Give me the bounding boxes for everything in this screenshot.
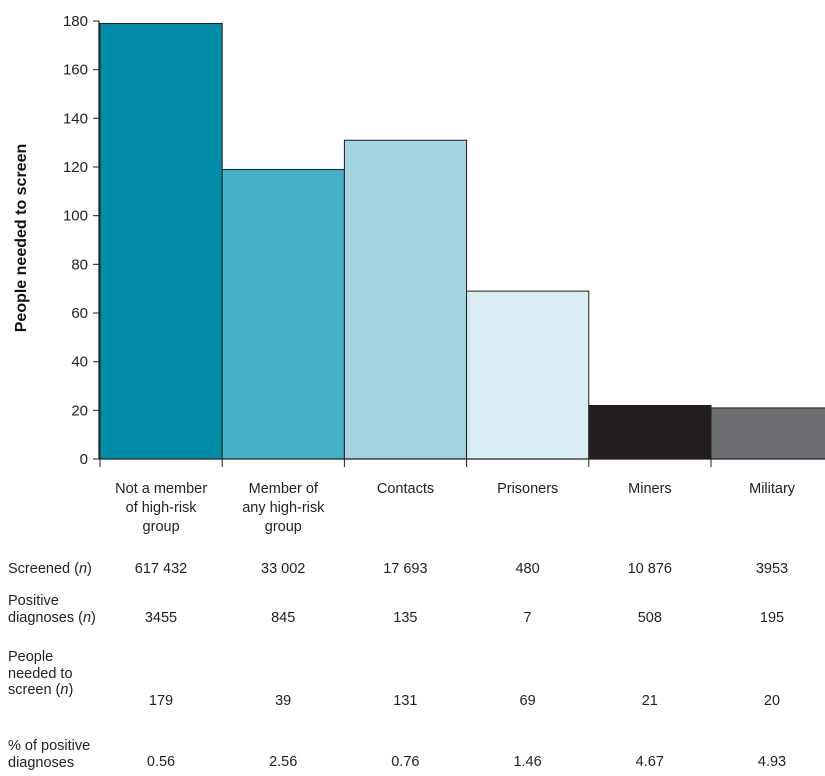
x-category-label-line: Prisoners — [497, 481, 558, 497]
row-label-italic: n — [82, 609, 92, 626]
y-tick-label: 160 — [63, 62, 88, 79]
table-cell: 39 — [275, 693, 292, 709]
x-category-label-line: Miners — [628, 481, 672, 497]
table-cell: 1.46 — [513, 754, 542, 770]
x-category-label: Miners — [628, 481, 672, 497]
table-cell: 69 — [519, 693, 536, 709]
row-label-italic: n — [60, 682, 69, 698]
y-tick-label: 140 — [63, 110, 88, 127]
x-axis: Not a member of high-risk group Member of an… — [99, 458, 825, 535]
row-label-text: screen ( — [8, 682, 61, 698]
x-category-label-line: group — [143, 519, 180, 535]
table-cell: 4.67 — [635, 754, 664, 770]
y-axis: 0 20 40 60 80 100 120 140 160 180 — [63, 13, 100, 468]
y-tick-label: 180 — [63, 13, 88, 30]
y-tick-label: 120 — [63, 159, 88, 176]
bar-chart: People needed to screen 0 20 40 60 80 100 120 1… — [13, 13, 825, 535]
y-tick-label: 0 — [80, 451, 88, 468]
table-cell: 33 002 — [261, 561, 306, 577]
row-label-text: needed to — [8, 665, 73, 682]
table-cell: 0.76 — [391, 754, 420, 770]
row-label-text: ) — [91, 609, 96, 626]
x-category-label-line: of high-risk — [126, 500, 198, 516]
y-tick-label: 60 — [71, 305, 88, 322]
table-cell: 10 876 — [627, 561, 672, 577]
row-label-text: % of positive — [8, 738, 91, 754]
table-cell: 21 — [641, 693, 658, 709]
bars — [99, 22, 825, 460]
row-label-positive: Positive diagnoses (n) — [8, 593, 96, 626]
bar — [99, 22, 223, 460]
table-cell: 617 432 — [134, 561, 188, 577]
x-category-label: Contacts — [377, 481, 434, 497]
bar — [588, 404, 712, 460]
table-cell: 0.56 — [146, 754, 176, 770]
x-category-label: Not a member of high-risk group — [115, 481, 207, 535]
y-tick-label: 80 — [71, 256, 88, 273]
table-cell: 480 — [515, 561, 540, 577]
table-cell: 2.56 — [269, 754, 298, 770]
row-label-text: Screened ( — [8, 561, 79, 577]
table-cell: 131 — [393, 693, 418, 709]
y-tick-label: 40 — [71, 354, 88, 371]
x-category-label-line: Not a member — [115, 481, 207, 497]
x-category-label-line: any high-risk — [242, 500, 325, 516]
x-category-label: Prisoners — [497, 481, 558, 497]
table-cell: 3953 — [755, 561, 789, 577]
row-label-text: ) — [87, 561, 92, 577]
x-category-label: Member of any high-risk group — [242, 481, 325, 535]
table-cell: 3455 — [144, 610, 178, 626]
table-cell: 508 — [637, 610, 662, 626]
table-cell: 17 693 — [383, 561, 428, 577]
table-cell: 135 — [393, 610, 418, 626]
row-label-screened: Screened (n) — [8, 561, 92, 578]
y-tick-label: 20 — [71, 402, 88, 419]
x-category-label-line: group — [265, 519, 302, 535]
x-category-label-line: Military — [749, 481, 796, 497]
table-cell: 7 — [523, 610, 532, 626]
row-label-text: diagnoses — [8, 754, 75, 771]
table-cell: 845 — [271, 610, 296, 626]
y-axis-label: People needed to screen — [13, 144, 30, 333]
bar — [710, 407, 825, 460]
bar — [343, 139, 468, 460]
x-category-label: Military — [749, 481, 796, 497]
table-cell: 4.93 — [757, 754, 787, 770]
row-label-text: diagnoses ( — [8, 609, 83, 626]
x-category-label-line: Member of — [249, 481, 319, 497]
row-label-text: People — [8, 649, 54, 665]
table-cell: 179 — [148, 693, 174, 709]
bar — [466, 290, 590, 460]
row-label-italic: n — [78, 561, 88, 577]
row-label-people-needed: People needed to screen (n) — [8, 649, 73, 699]
row-label-text: Positive — [8, 593, 59, 609]
table-cell: 195 — [759, 610, 785, 626]
row-label-percent-positive: % of positive diagnoses — [8, 738, 90, 771]
x-category-label-line: Contacts — [377, 481, 434, 497]
row-label-text: ) — [68, 682, 74, 698]
y-tick-label: 100 — [63, 208, 88, 225]
bar — [221, 168, 345, 460]
table-cell: 20 — [763, 693, 781, 709]
